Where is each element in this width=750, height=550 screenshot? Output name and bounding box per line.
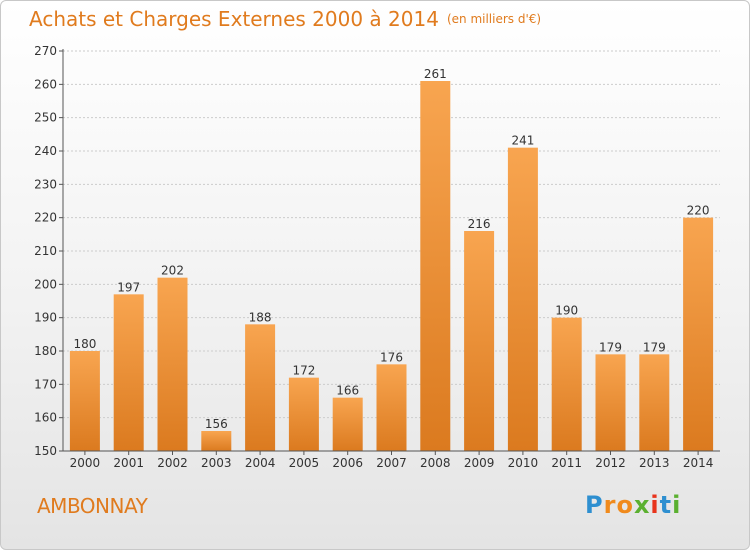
data-label: 166 — [336, 384, 359, 398]
x-tick-label: 2007 — [376, 456, 407, 470]
bar — [288, 377, 319, 451]
x-tick-label: 2012 — [595, 456, 626, 470]
bar — [683, 217, 714, 451]
bar — [69, 351, 100, 451]
x-tick-label: 2013 — [639, 456, 670, 470]
data-label: 176 — [380, 350, 403, 364]
bar — [201, 431, 232, 451]
bar — [113, 294, 144, 451]
y-tick-label: 170 — [34, 377, 57, 391]
labels: 150 160 170 180 190 200 210 220 230 240 250 260 270 1… — [34, 44, 713, 470]
logo-letter: r — [603, 491, 617, 519]
x-tick-label: 2004 — [245, 456, 276, 470]
data-label: 188 — [249, 310, 272, 324]
x-tick-label: 2005 — [289, 456, 320, 470]
x-tick-label: 2006 — [332, 456, 363, 470]
commune-name: AMBONNAY — [37, 494, 148, 518]
proxiti-logo: Proxiti — [585, 491, 681, 519]
x-tick-label: 2011 — [551, 456, 582, 470]
x-tick-label: 2010 — [508, 456, 539, 470]
bar — [420, 81, 451, 451]
logo-letter: o — [616, 491, 634, 519]
y-tick-label: 230 — [34, 177, 57, 191]
data-label: 261 — [424, 67, 447, 81]
data-label: 197 — [117, 280, 140, 294]
y-tick-label: 200 — [34, 277, 57, 291]
bar — [245, 324, 276, 451]
bar — [376, 364, 407, 451]
chart-title: Achats et Charges Externes 2000 à 2014 (e… — [29, 7, 541, 31]
bar — [595, 354, 626, 451]
bar — [332, 397, 363, 451]
data-label: 220 — [687, 204, 710, 218]
y-tick-label: 180 — [34, 344, 57, 358]
data-label: 190 — [555, 304, 578, 318]
x-tick-label: 2001 — [113, 456, 144, 470]
chart-title-text: Achats et Charges Externes 2000 à 2014 — [29, 7, 439, 31]
bar — [507, 147, 538, 451]
data-label: 202 — [161, 264, 184, 278]
bars — [69, 81, 714, 451]
bar — [157, 277, 188, 451]
y-tick-label: 150 — [34, 444, 57, 458]
x-tick-label: 2009 — [464, 456, 495, 470]
y-tick-label: 220 — [34, 211, 57, 225]
data-label: 216 — [468, 217, 491, 231]
x-tick-label: 2003 — [201, 456, 232, 470]
chart-unit: (en milliers d'€) — [446, 12, 542, 26]
bar — [464, 231, 495, 451]
logo-letter: i — [650, 491, 660, 519]
data-label: 241 — [511, 134, 534, 148]
x-tick-label: 2002 — [157, 456, 188, 470]
logo-letter: P — [585, 491, 604, 519]
y-tick-label: 190 — [34, 311, 57, 325]
logo-letter: i — [672, 491, 682, 519]
y-tick-label: 210 — [34, 244, 57, 258]
axes — [59, 49, 720, 455]
y-tick-label: 240 — [34, 144, 57, 158]
y-tick-label: 250 — [34, 111, 57, 125]
data-label: 172 — [292, 364, 315, 378]
data-label: 179 — [599, 340, 622, 354]
x-tick-label: 2008 — [420, 456, 451, 470]
data-label: 179 — [643, 340, 666, 354]
data-label: 180 — [73, 337, 96, 351]
data-label: 156 — [205, 417, 228, 431]
bar — [551, 317, 582, 451]
bar — [639, 354, 670, 451]
y-tick-label: 270 — [34, 44, 57, 58]
logo-letter: x — [633, 491, 651, 519]
logo-letter: t — [659, 491, 673, 519]
y-tick-label: 160 — [34, 411, 57, 425]
y-tick-label: 260 — [34, 77, 57, 91]
x-tick-label: 2014 — [683, 456, 714, 470]
x-tick-label: 2000 — [70, 456, 101, 470]
